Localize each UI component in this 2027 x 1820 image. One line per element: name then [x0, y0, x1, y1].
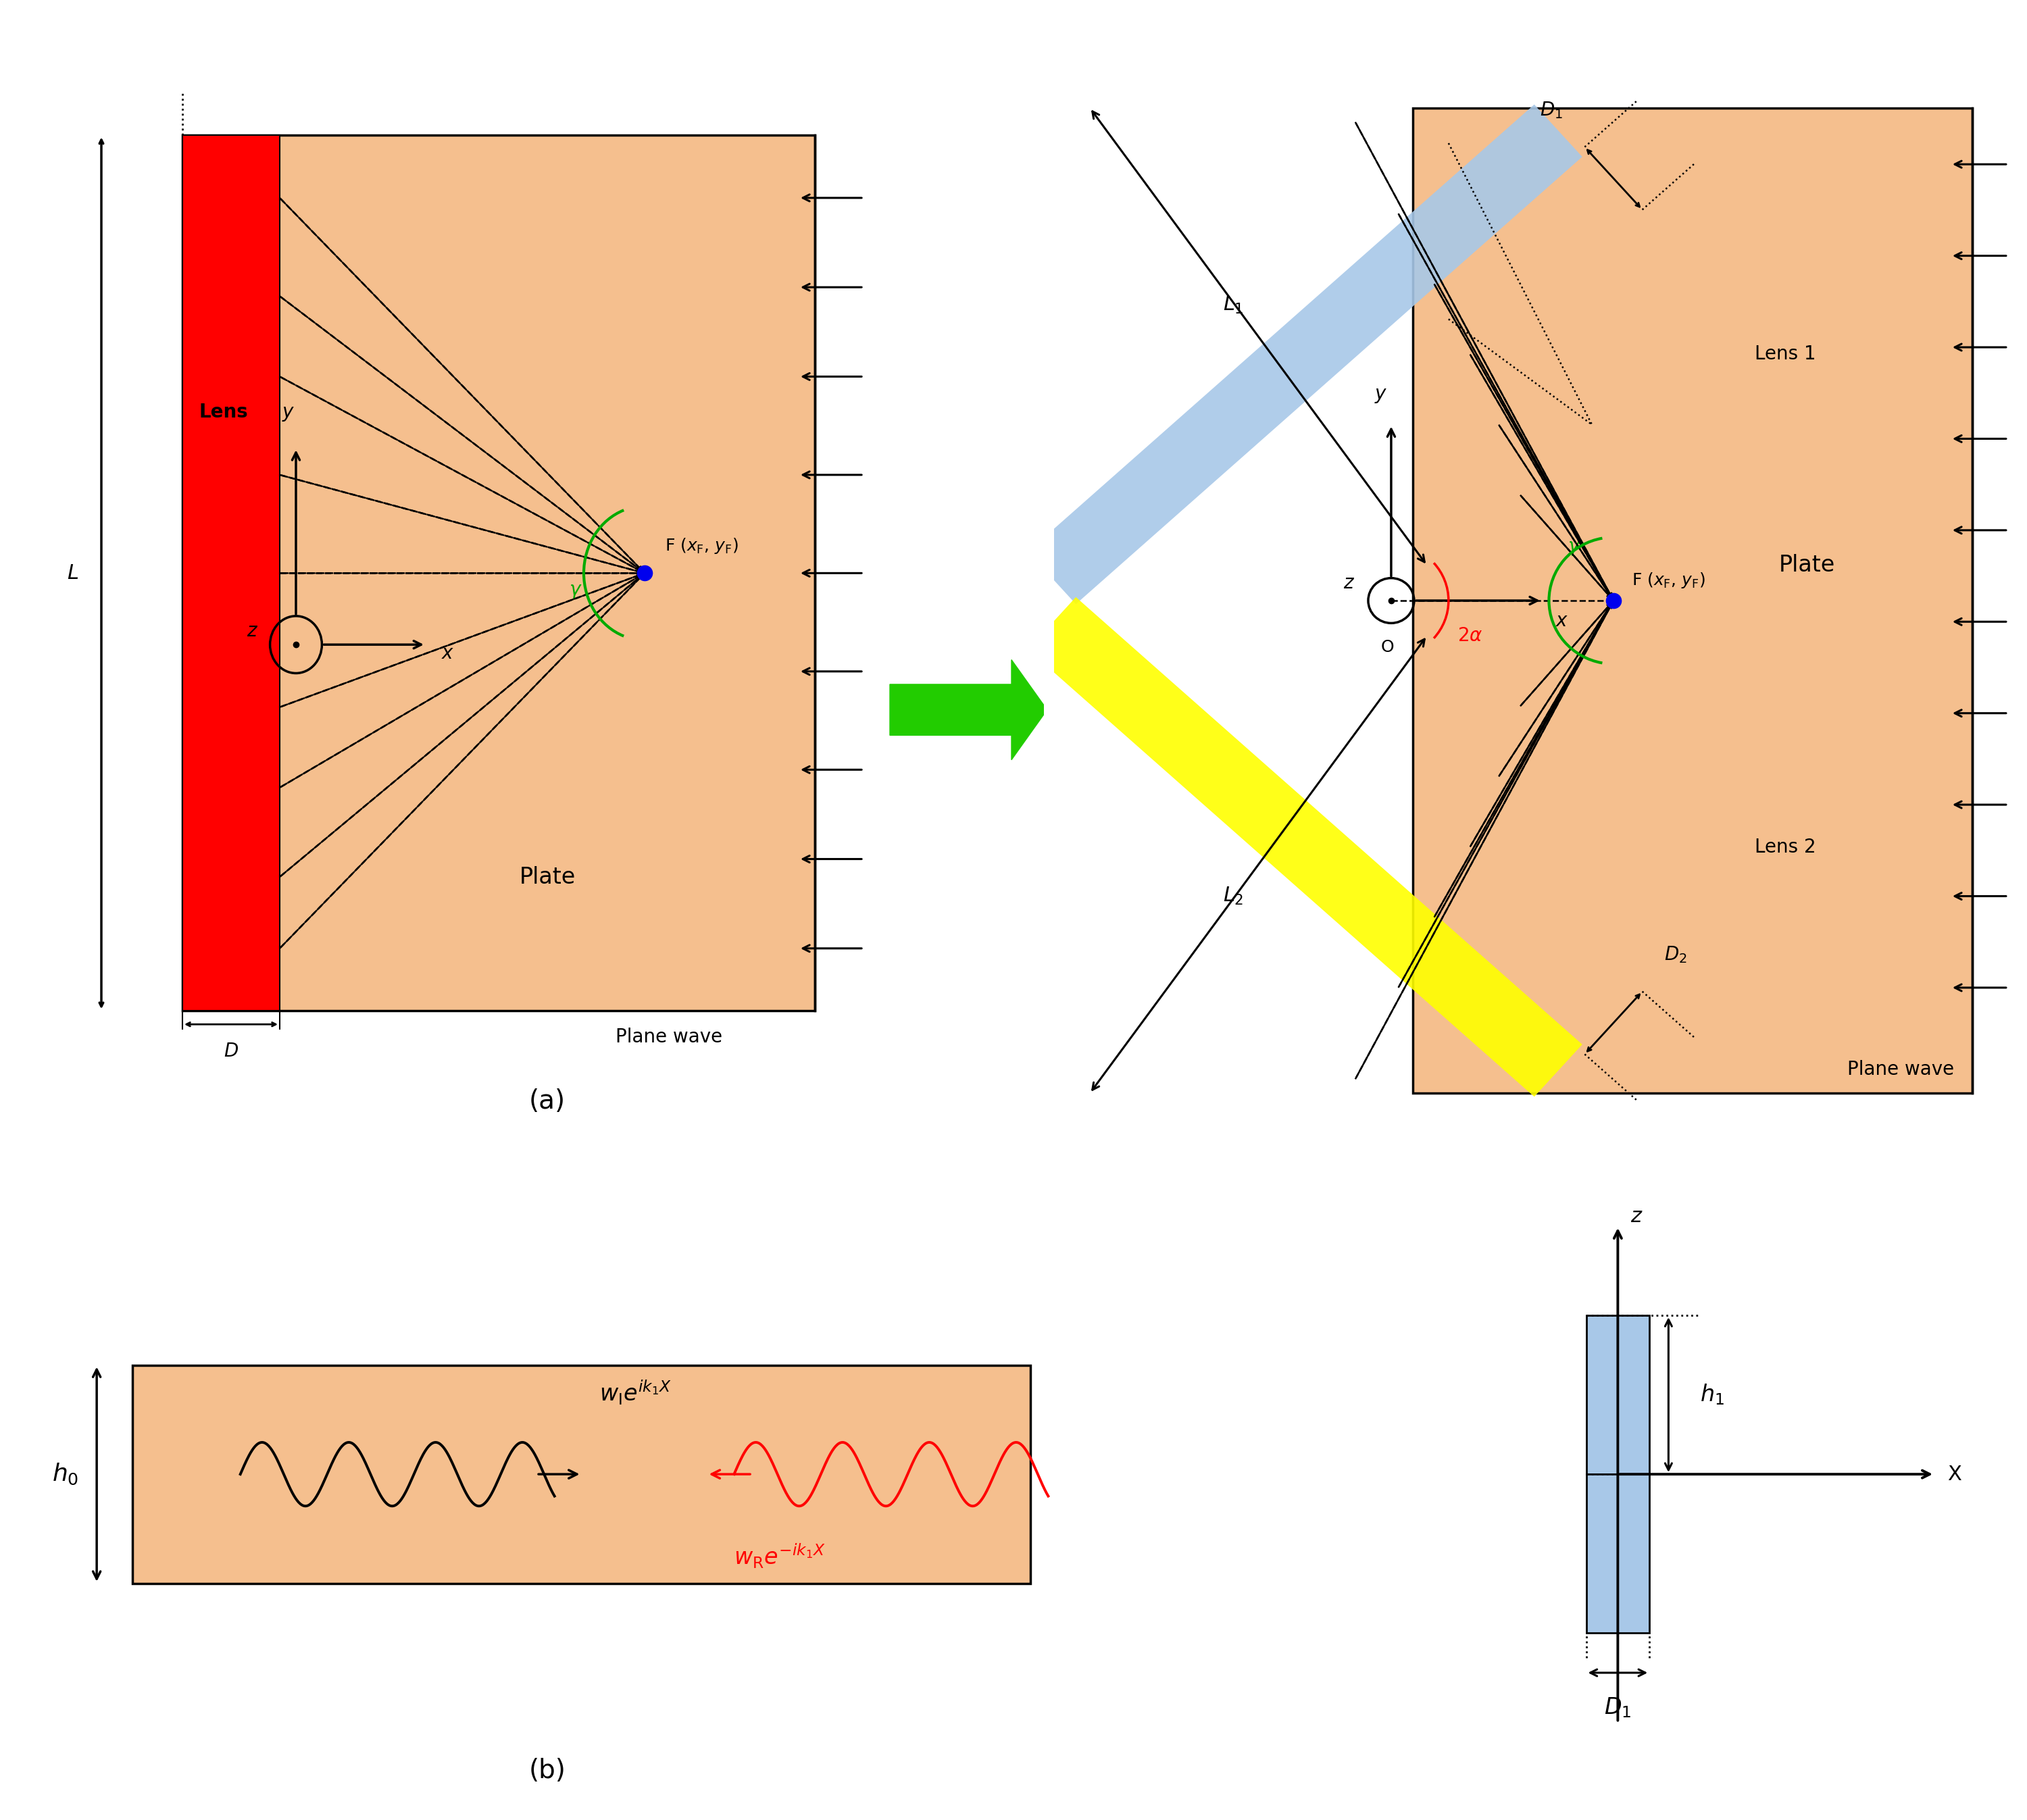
Text: L: L [67, 564, 79, 582]
Text: $D_2$: $D_2$ [1664, 945, 1686, 965]
Text: z: z [247, 622, 255, 641]
Text: F ($x_{\rm F}$, $y_{\rm F}$): F ($x_{\rm F}$, $y_{\rm F}$) [665, 537, 738, 555]
Text: $h_1$: $h_1$ [1701, 1383, 1725, 1407]
Text: $L_1$: $L_1$ [1222, 295, 1245, 315]
Text: (a): (a) [529, 1088, 566, 1114]
Text: $\gamma$: $\gamma$ [570, 582, 582, 601]
Text: $L_2$: $L_2$ [1222, 886, 1245, 906]
Text: Lens 1: Lens 1 [1755, 344, 1816, 364]
Text: z: z [1344, 573, 1354, 593]
Text: Plate: Plate [519, 866, 576, 888]
Bar [1054, 73, 1413, 1128]
Text: z: z [1630, 1207, 1642, 1227]
Bar [182, 135, 280, 1010]
Text: $D_1$: $D_1$ [1541, 100, 1563, 120]
Text: $w_{\rm I}e^{ik_1 X}$: $w_{\rm I}e^{ik_1 X}$ [600, 1378, 671, 1407]
Text: Plate: Plate [1780, 555, 1834, 577]
Text: D: D [223, 1041, 239, 1061]
Bar [182, 135, 815, 1010]
Text: $h_0$: $h_0$ [53, 1461, 79, 1487]
FancyArrow shape [890, 659, 1048, 761]
Text: $\gamma$: $\gamma$ [1567, 539, 1581, 557]
Text: $2\alpha$: $2\alpha$ [1457, 626, 1482, 646]
Text: Plane wave: Plane wave [616, 1028, 722, 1046]
Text: x: x [442, 644, 452, 662]
Text: $D_1$: $D_1$ [1603, 1696, 1632, 1720]
Text: Lens: Lens [199, 402, 247, 422]
Text: O: O [1380, 639, 1395, 655]
Text: Plane wave: Plane wave [1847, 1061, 1954, 1079]
Bar [1585, 1316, 1650, 1474]
Polygon shape [1028, 104, 1583, 604]
Text: X: X [1948, 1465, 1962, 1483]
Text: (b): (b) [529, 1758, 566, 1784]
Bar [132, 1365, 1030, 1583]
Text: x: x [1557, 612, 1567, 630]
Polygon shape [1028, 597, 1583, 1097]
Text: y: y [282, 402, 294, 420]
Text: Lens 2: Lens 2 [1755, 837, 1816, 857]
Bar [1413, 107, 1972, 1094]
Text: y: y [1374, 384, 1386, 404]
Text: $w_{\rm R}e^{-ik_1 X}$: $w_{\rm R}e^{-ik_1 X}$ [734, 1542, 825, 1571]
Bar [1585, 1474, 1650, 1633]
Text: F ($x_{\rm F}$, $y_{\rm F}$): F ($x_{\rm F}$, $y_{\rm F}$) [1632, 571, 1705, 590]
